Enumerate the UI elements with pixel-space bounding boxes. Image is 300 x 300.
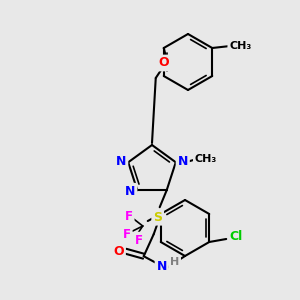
Text: Cl: Cl — [230, 230, 243, 244]
Text: N: N — [125, 185, 136, 198]
Text: N: N — [178, 155, 188, 168]
Text: CH₃: CH₃ — [195, 154, 217, 164]
Text: O: O — [158, 56, 169, 70]
Text: F: F — [135, 233, 143, 247]
Text: F: F — [123, 227, 131, 241]
Text: CH₃: CH₃ — [229, 41, 251, 51]
Text: H: H — [170, 257, 179, 267]
Text: N: N — [116, 155, 126, 168]
Text: S: S — [153, 211, 162, 224]
Text: O: O — [113, 245, 124, 258]
Text: N: N — [157, 260, 167, 273]
Text: F: F — [125, 209, 133, 223]
